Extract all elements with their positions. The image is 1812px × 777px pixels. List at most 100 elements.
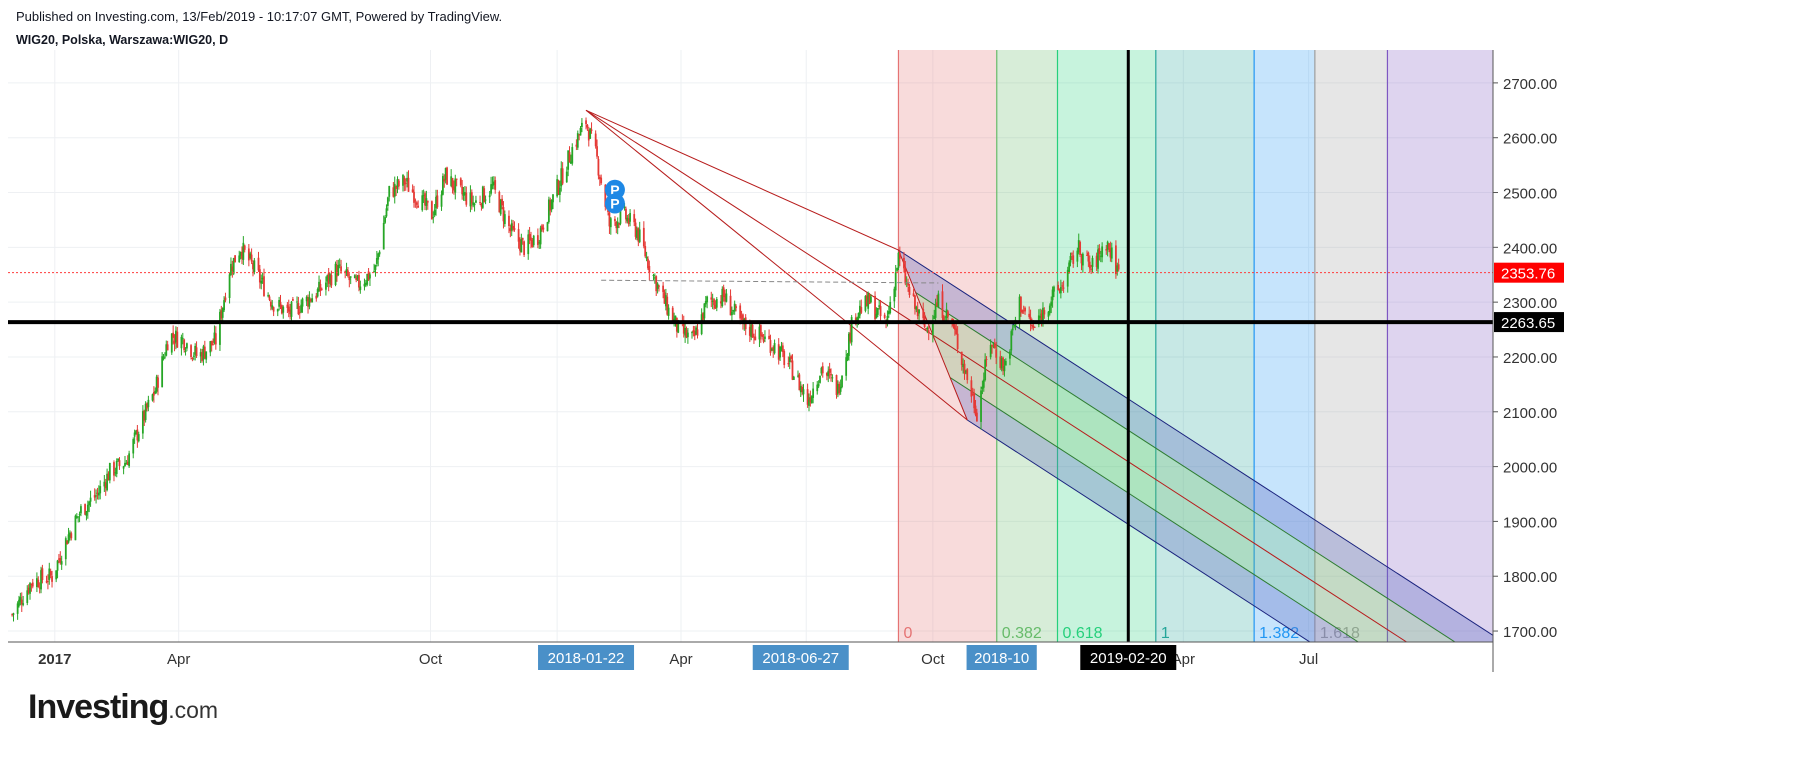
candle-body: [821, 366, 824, 374]
candle-body: [925, 328, 927, 330]
candle-body: [770, 348, 773, 351]
candle-body: [118, 460, 121, 466]
candle-body: [349, 276, 352, 278]
candle-body: [88, 501, 91, 506]
candle-body: [336, 264, 338, 277]
candle-body: [377, 253, 380, 260]
x-tick-label: 2017: [38, 651, 71, 668]
candle-body: [421, 195, 424, 211]
candle-body: [1116, 265, 1119, 272]
candle-body: [210, 340, 213, 346]
candle-body: [163, 356, 166, 358]
candle-body: [820, 367, 823, 374]
candle-body: [38, 587, 41, 589]
candle-body: [627, 218, 630, 225]
candle-body: [175, 330, 177, 343]
candle-body: [190, 345, 192, 357]
candle-body: [261, 277, 264, 280]
investing-logo: Investing.com: [28, 688, 218, 727]
candle-body: [530, 237, 532, 241]
candle-body: [181, 338, 184, 340]
candle-body: [1009, 351, 1011, 359]
candle-body: [812, 388, 815, 398]
candle-body: [172, 332, 175, 338]
candle-body: [93, 495, 96, 498]
candle-body: [117, 458, 120, 461]
candle-body: [186, 343, 188, 349]
candle-body: [539, 227, 542, 245]
candle-body: [568, 152, 571, 163]
candle-body: [75, 516, 78, 518]
candle-body: [934, 304, 937, 318]
candle-body: [762, 339, 765, 342]
candle-body: [739, 305, 742, 319]
candle-body: [801, 386, 804, 392]
candle-body: [311, 298, 314, 303]
candle-body: [499, 199, 502, 215]
candle-body: [773, 343, 776, 354]
candle-body: [157, 377, 159, 388]
candle-body: [66, 540, 69, 545]
candle-body: [375, 258, 378, 264]
fib-zone-band: [1155, 50, 1255, 642]
candle-body: [802, 389, 805, 395]
candle-body: [78, 514, 81, 516]
candle-body: [541, 225, 543, 230]
candle-body: [780, 346, 783, 350]
candle-body: [202, 346, 205, 360]
candle-body: [239, 252, 242, 256]
candle-body: [173, 340, 176, 344]
candle-body: [1097, 249, 1099, 269]
candle-body: [224, 297, 227, 301]
candle-body: [481, 186, 484, 208]
candle-body: [721, 288, 724, 307]
candle-body: [999, 356, 1002, 368]
x-highlight-box: [966, 645, 1037, 670]
candle-body: [926, 327, 929, 330]
candle-body: [491, 184, 494, 186]
pitchfork-line: [966, 419, 1311, 642]
candle-body: [971, 394, 974, 396]
candle-body: [99, 486, 102, 494]
candle-body: [250, 254, 253, 262]
candle-body: [326, 275, 329, 282]
candle-body: [472, 202, 475, 206]
candle-body: [11, 614, 14, 616]
candle-body: [291, 299, 294, 301]
y-tick-label: 2300.00: [1503, 295, 1557, 312]
candle-body: [585, 120, 587, 125]
candle-body: [931, 321, 934, 336]
candle-body: [411, 189, 414, 193]
candle-body: [228, 274, 231, 298]
candle-body: [973, 392, 976, 409]
candle-body: [161, 356, 164, 388]
candles: [11, 117, 1120, 622]
candle-body: [960, 351, 963, 365]
candle-body: [470, 192, 473, 204]
candle-body: [195, 347, 198, 357]
candle-body: [666, 296, 669, 315]
candle-body: [667, 307, 670, 316]
candle-body: [297, 303, 300, 315]
candle-body: [286, 304, 289, 308]
candle-body: [307, 297, 309, 307]
candle-body: [850, 317, 853, 343]
candle-body: [396, 179, 399, 188]
candle-body: [674, 315, 677, 322]
candle-body: [788, 357, 791, 363]
candle-body: [133, 432, 136, 437]
candle-body: [722, 287, 725, 298]
candle-body: [230, 263, 232, 275]
y-tick-label: 2600.00: [1503, 131, 1557, 148]
candle-body: [345, 269, 348, 273]
candle-body: [56, 560, 59, 571]
candle-body: [542, 227, 545, 230]
candle-body: [1095, 255, 1098, 268]
candle-body: [883, 314, 886, 318]
candle-body: [397, 180, 400, 187]
candle-body: [276, 309, 279, 312]
candle-body: [742, 314, 744, 323]
fib-zone-band: [1387, 50, 1493, 642]
y-tick-label: 2000.00: [1503, 460, 1557, 477]
